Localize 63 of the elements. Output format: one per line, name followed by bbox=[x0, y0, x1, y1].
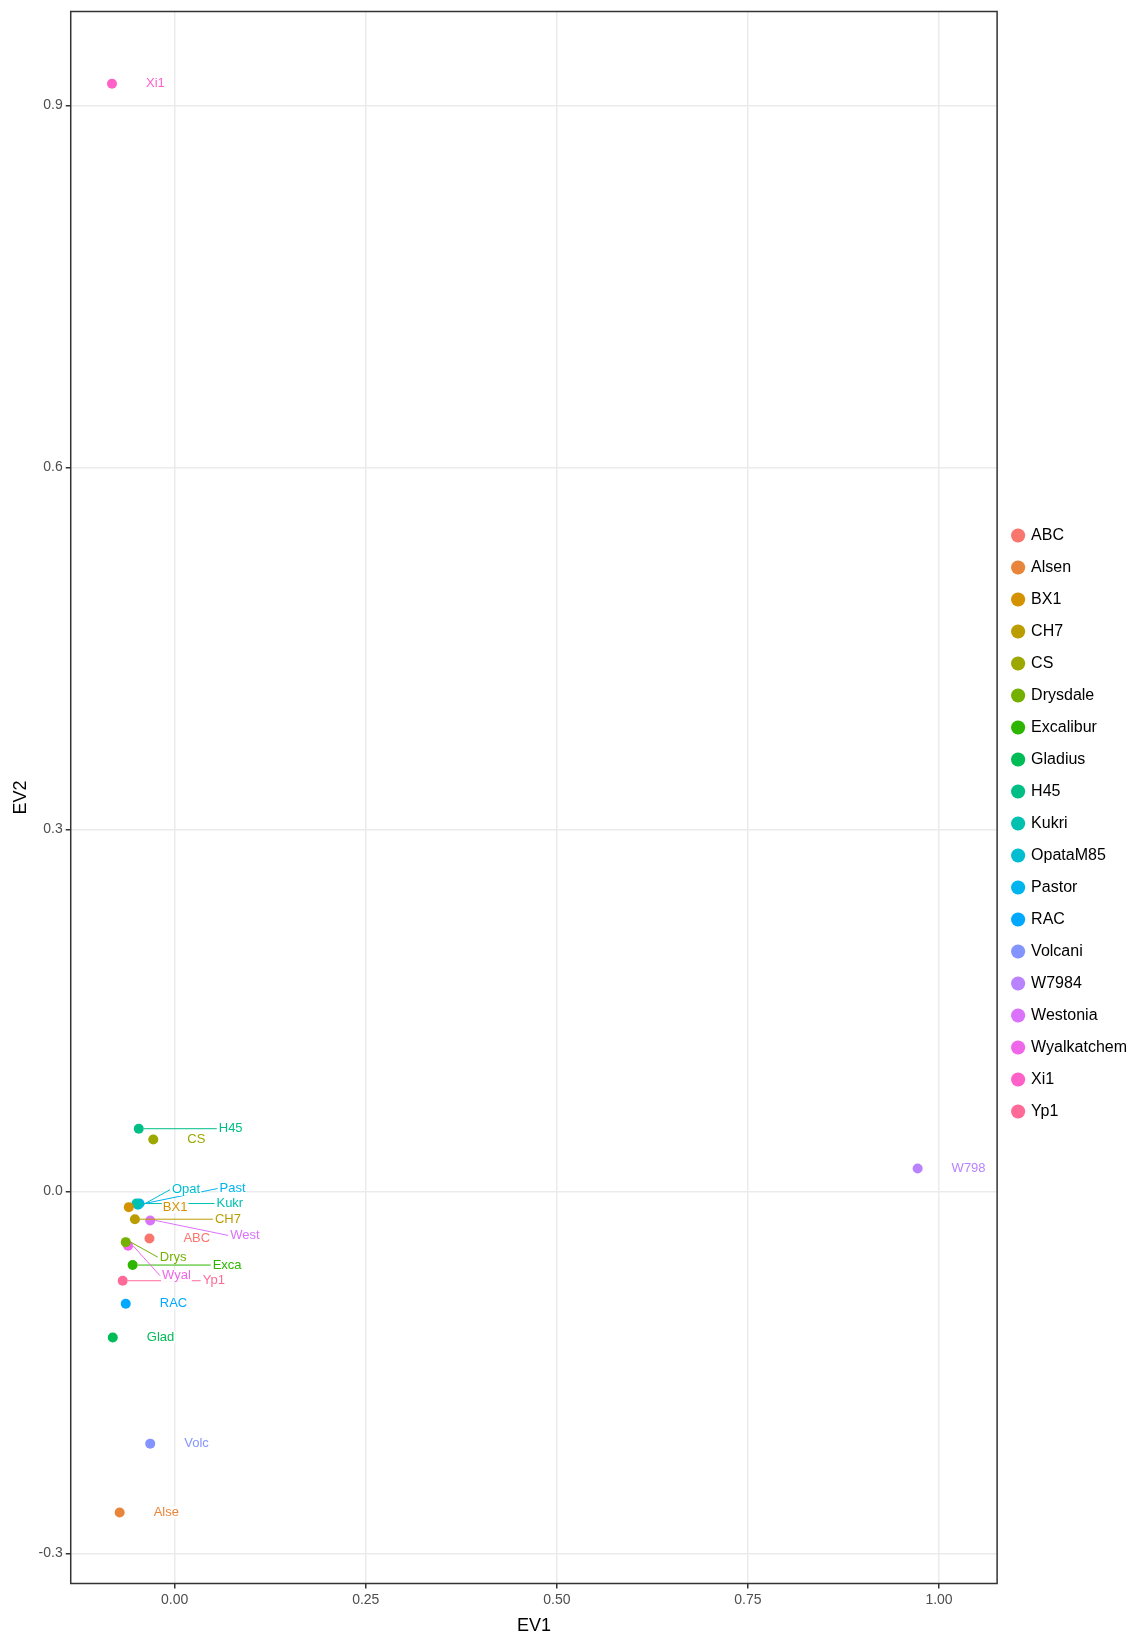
y-axis-title: EV2 bbox=[9, 780, 30, 815]
x-tick-label: 1.00 bbox=[925, 1590, 953, 1607]
annotation: Kukr bbox=[216, 1195, 244, 1211]
annotation: BX1 bbox=[162, 1198, 188, 1214]
x-tick-label: 0.75 bbox=[734, 1590, 762, 1607]
legend-label: ABC bbox=[1031, 525, 1065, 543]
y-tick-label: 0.6 bbox=[43, 458, 63, 475]
annotation: W798 bbox=[951, 1160, 986, 1176]
legend-label: Wyalkatchem bbox=[1031, 1037, 1128, 1055]
point bbox=[133, 1123, 144, 1134]
legend-label: OpataM85 bbox=[1031, 845, 1106, 863]
annotation: Exca bbox=[212, 1256, 243, 1272]
y-tick-label: -0.3 bbox=[38, 1544, 63, 1561]
y-tick-label: 0.9 bbox=[43, 96, 63, 113]
point bbox=[148, 1134, 159, 1145]
legend-label: Westonia bbox=[1031, 1005, 1098, 1023]
annotation: Wyal bbox=[162, 1267, 191, 1283]
legend-label: RAC bbox=[1031, 909, 1065, 927]
point bbox=[129, 1214, 140, 1225]
legend-label: BX1 bbox=[1031, 589, 1062, 607]
annotation: CH7 bbox=[214, 1210, 241, 1226]
point bbox=[107, 78, 117, 89]
legend-label: W7984 bbox=[1031, 973, 1082, 991]
annotation: Opat bbox=[171, 1181, 201, 1197]
x-axis-title: EV1 bbox=[516, 1615, 551, 1636]
legend-label: Yp1 bbox=[1031, 1101, 1059, 1119]
annotation: Volc bbox=[184, 1435, 210, 1451]
annotation: CS bbox=[187, 1131, 206, 1147]
annotation: Glad bbox=[146, 1329, 175, 1345]
annotation: Alse bbox=[153, 1503, 179, 1519]
legend-label: Excalibur bbox=[1031, 717, 1098, 735]
legend-label: Pastor bbox=[1031, 877, 1079, 895]
legend-label: CH7 bbox=[1031, 621, 1064, 639]
legend-label: Kukri bbox=[1031, 813, 1068, 831]
legend-label: Gladius bbox=[1031, 749, 1086, 767]
x-tick-label: 0.50 bbox=[543, 1590, 571, 1607]
annotation: West bbox=[230, 1226, 260, 1242]
annotation: RAC bbox=[159, 1295, 188, 1311]
x-tick-label: 0.00 bbox=[161, 1590, 189, 1607]
point bbox=[123, 1202, 134, 1213]
point bbox=[120, 1298, 131, 1309]
annotation: Yp1 bbox=[202, 1272, 225, 1288]
legend-label: Drysdale bbox=[1031, 685, 1095, 703]
point bbox=[144, 1233, 155, 1244]
legend-label: Xi1 bbox=[1031, 1069, 1055, 1087]
y-tick-label: 0.0 bbox=[43, 1182, 63, 1199]
annotation: Xi1 bbox=[146, 75, 165, 91]
annotation: ABC bbox=[183, 1230, 211, 1246]
point bbox=[107, 1332, 118, 1343]
legend-label: Volcani bbox=[1031, 941, 1083, 959]
point bbox=[127, 1260, 138, 1271]
y-tick-label: 0.3 bbox=[43, 820, 63, 837]
point bbox=[117, 1275, 128, 1286]
x-tick-label: 0.25 bbox=[352, 1590, 380, 1607]
legend-label: H45 bbox=[1031, 781, 1061, 799]
point bbox=[912, 1163, 923, 1174]
annotation: H45 bbox=[218, 1120, 243, 1136]
annotation: Drys bbox=[159, 1248, 187, 1264]
point bbox=[114, 1507, 125, 1518]
point bbox=[145, 1438, 156, 1449]
annotation: Past bbox=[219, 1180, 246, 1196]
legend-label: Alsen bbox=[1031, 557, 1072, 575]
legend-label: CS bbox=[1031, 653, 1054, 671]
